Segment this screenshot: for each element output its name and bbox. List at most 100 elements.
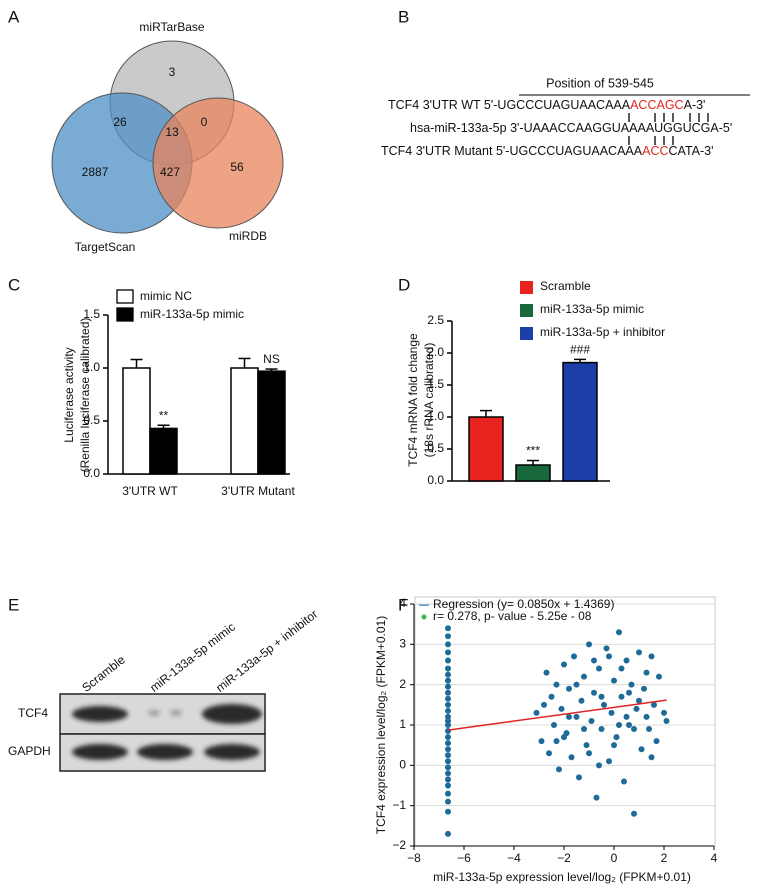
x-tick-label: −8 xyxy=(407,851,421,865)
sequence-row: TCF4 3'UTR Mutant 5'-UGCCCUAGUAACAAAACCC… xyxy=(381,144,714,158)
point xyxy=(556,766,562,773)
bar xyxy=(257,370,286,475)
y-tick-label: 1.5 xyxy=(427,377,444,391)
sequence-row: hsa-miR-133a-5p 3'-UAAACCAAGGUAAAAUGGUCG… xyxy=(410,121,732,135)
point xyxy=(628,681,635,688)
point xyxy=(646,726,652,733)
legend-label: mimic NC xyxy=(140,289,192,303)
point xyxy=(608,709,615,716)
legend-swatch xyxy=(520,304,533,317)
point xyxy=(636,649,642,656)
y-tick-label: −1 xyxy=(392,798,406,812)
point xyxy=(566,713,572,720)
seq: 5'-UGCCCUAGUAACAAA xyxy=(484,98,631,112)
point xyxy=(553,681,560,688)
venn-label: TargetScan xyxy=(75,240,136,254)
sequence-row: TCF4 3'UTR WT 5'-UGCCCUAGUAACAAAACCAGCA-… xyxy=(388,98,705,112)
panel-label: D xyxy=(398,275,410,294)
point xyxy=(598,726,605,733)
venn-label: miRTarBase xyxy=(139,20,204,34)
point xyxy=(663,717,670,724)
venn-count: 2887 xyxy=(82,165,109,179)
point xyxy=(643,713,650,720)
row-label: hsa-miR-133a-5p xyxy=(410,121,507,135)
y-axis-label: TCF4 expression level/log₂ (FPKM+0.01) xyxy=(374,616,388,834)
venn-count: 13 xyxy=(165,125,179,139)
point xyxy=(576,774,582,781)
venn-count: 427 xyxy=(160,165,180,179)
stat-label: r= 0.278, p- value - 5.25e - 08 xyxy=(433,609,592,623)
bar xyxy=(515,464,551,482)
point xyxy=(533,709,540,716)
point xyxy=(445,695,451,702)
x-tick-label: 0 xyxy=(611,851,618,865)
position-label: Position of 539-545 xyxy=(546,76,654,90)
point xyxy=(621,778,627,785)
point xyxy=(445,701,451,708)
y-tick-label: 1.0 xyxy=(83,360,100,374)
point xyxy=(445,770,451,777)
y-tick-label: 0.5 xyxy=(427,441,444,455)
point xyxy=(543,669,550,676)
point xyxy=(561,734,567,741)
legend-swatch xyxy=(421,614,427,620)
y-tick-label: 0.0 xyxy=(83,466,100,480)
point xyxy=(631,810,637,817)
point xyxy=(548,693,555,700)
point xyxy=(445,830,451,837)
venn-count: 0 xyxy=(201,115,208,129)
point xyxy=(598,693,605,700)
venn-count: 56 xyxy=(230,160,244,174)
bar-annotation: ** xyxy=(159,408,169,422)
point xyxy=(656,673,662,680)
y-tick-label: 2.0 xyxy=(427,345,444,359)
x-tick-label: 2 xyxy=(661,851,668,865)
point xyxy=(445,689,451,696)
x-tick-label: 3'UTR Mutant xyxy=(221,484,295,498)
point xyxy=(445,746,451,753)
point xyxy=(616,722,622,728)
point xyxy=(445,665,451,672)
point xyxy=(616,629,622,636)
point xyxy=(546,750,552,757)
point xyxy=(581,673,587,680)
bar xyxy=(468,416,504,482)
point xyxy=(618,665,625,672)
point xyxy=(445,649,451,656)
x-axis-label: miR-133a-5p expression level/log₂ (FPKM+… xyxy=(433,870,691,884)
point xyxy=(445,782,451,789)
venn-count: 3 xyxy=(169,65,176,79)
venn-set xyxy=(152,97,284,229)
point xyxy=(643,669,650,676)
point xyxy=(445,764,451,771)
point xyxy=(445,707,451,714)
seq-highlight: ACCAGC xyxy=(630,98,683,112)
point xyxy=(606,653,612,660)
y-tick-label: −2 xyxy=(392,838,406,852)
bar-annotation: ### xyxy=(570,343,590,357)
x-tick-label: 3'UTR WT xyxy=(122,484,178,498)
point xyxy=(596,762,602,769)
y-tick-label: 1.0 xyxy=(427,409,444,423)
venn-label: miRDB xyxy=(229,229,267,243)
point xyxy=(623,657,630,664)
bar-annotation: *** xyxy=(526,444,540,458)
legend-swatch xyxy=(116,289,134,304)
point xyxy=(581,726,587,733)
point xyxy=(611,677,617,684)
panel-label: C xyxy=(8,275,20,294)
legend-swatch xyxy=(116,307,134,322)
y-tick-label: 2.5 xyxy=(427,313,444,327)
panel-label: B xyxy=(398,7,409,26)
point xyxy=(606,758,612,765)
point xyxy=(578,697,585,704)
point xyxy=(573,681,580,688)
bar xyxy=(149,427,178,475)
seq: A-3' xyxy=(684,98,706,112)
legend-label: miR-133a-5p mimic xyxy=(140,307,244,321)
point xyxy=(541,701,547,708)
bar xyxy=(562,361,598,482)
point xyxy=(445,671,451,678)
point xyxy=(561,661,567,668)
point xyxy=(445,734,451,741)
